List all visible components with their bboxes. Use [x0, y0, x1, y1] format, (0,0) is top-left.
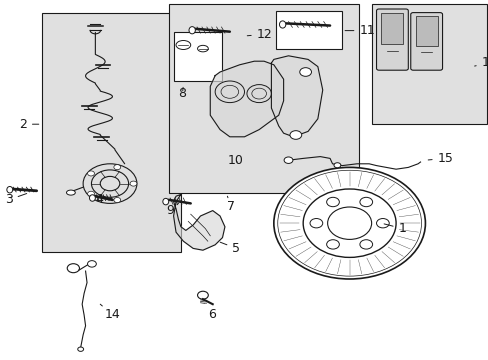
Circle shape	[114, 198, 121, 203]
Circle shape	[299, 68, 311, 76]
Ellipse shape	[163, 198, 168, 205]
Ellipse shape	[87, 261, 96, 267]
Ellipse shape	[333, 163, 340, 168]
Bar	[371, 4, 486, 124]
Polygon shape	[210, 61, 283, 137]
Ellipse shape	[176, 40, 190, 49]
Text: 1: 1	[384, 222, 406, 235]
Circle shape	[87, 191, 94, 196]
Ellipse shape	[279, 21, 285, 28]
Circle shape	[326, 197, 339, 207]
Ellipse shape	[66, 190, 75, 195]
Text: 2: 2	[19, 118, 39, 131]
Text: 12: 12	[247, 28, 272, 41]
Circle shape	[87, 171, 94, 176]
Bar	[276, 11, 342, 49]
Bar	[415, 16, 437, 46]
Text: 10: 10	[227, 154, 243, 167]
Circle shape	[359, 240, 372, 249]
Circle shape	[309, 219, 322, 228]
Circle shape	[359, 197, 372, 207]
Ellipse shape	[78, 347, 83, 351]
Circle shape	[303, 189, 395, 257]
Circle shape	[130, 181, 137, 186]
Polygon shape	[271, 56, 322, 137]
Text: 4: 4	[95, 193, 103, 206]
Ellipse shape	[67, 264, 79, 273]
FancyBboxPatch shape	[376, 9, 407, 70]
Text: 5: 5	[220, 242, 240, 255]
Text: 15: 15	[427, 152, 452, 165]
Ellipse shape	[197, 45, 208, 52]
Polygon shape	[173, 194, 224, 250]
Circle shape	[327, 207, 371, 239]
Text: 14: 14	[100, 304, 121, 321]
Circle shape	[289, 131, 301, 139]
Ellipse shape	[284, 157, 292, 163]
Text: 8: 8	[178, 87, 186, 100]
Circle shape	[273, 167, 425, 279]
Text: 13: 13	[474, 57, 488, 69]
Circle shape	[114, 165, 121, 170]
Ellipse shape	[197, 291, 208, 299]
Bar	[41, 13, 181, 252]
Text: 7: 7	[227, 196, 235, 213]
Text: 11: 11	[345, 24, 374, 37]
Ellipse shape	[7, 186, 13, 193]
Text: 9: 9	[166, 203, 178, 217]
Bar	[168, 4, 359, 193]
Text: 3: 3	[5, 193, 27, 206]
Ellipse shape	[89, 195, 95, 201]
Ellipse shape	[188, 27, 195, 34]
Bar	[381, 13, 403, 44]
Circle shape	[376, 219, 388, 228]
Circle shape	[326, 240, 339, 249]
FancyBboxPatch shape	[410, 13, 442, 70]
Text: 6: 6	[206, 303, 215, 321]
Bar	[173, 32, 222, 81]
